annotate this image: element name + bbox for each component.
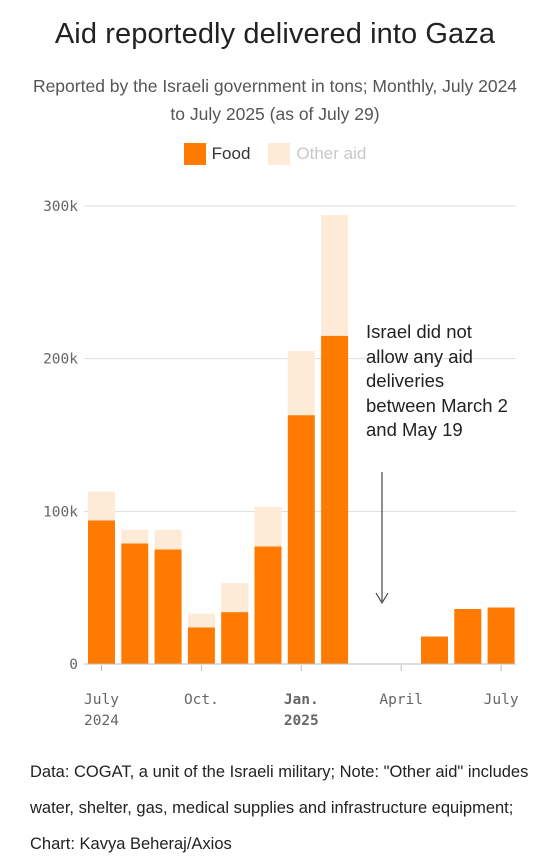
bar-food — [88, 520, 115, 664]
annotation-text: Israel did not allow any aid deliveries … — [366, 321, 508, 440]
chart-title: Aid reportedly delivered into Gaza — [54, 18, 496, 50]
legend-swatch-other — [268, 143, 291, 165]
bar-food — [454, 609, 482, 664]
chart-subtitle: Reported by the Israeli government in to… — [32, 76, 518, 124]
x-tick-label: Jan. — [284, 692, 319, 708]
bar-other-aid — [121, 529, 149, 544]
y-tick-label: 0 — [69, 657, 78, 673]
bar-other-aid — [254, 506, 282, 547]
bar-food — [287, 415, 315, 664]
bar-food — [187, 627, 215, 664]
legend-item-food: Food — [183, 143, 251, 165]
y-tick-label: 200k — [43, 352, 78, 368]
bar-other-aid — [154, 529, 182, 550]
x-tick-label-year: 2025 — [284, 713, 319, 729]
x-tick-label: April — [379, 692, 423, 708]
bar-food — [321, 335, 349, 664]
bar-food — [121, 543, 149, 664]
legend-label-food: Food — [211, 144, 251, 163]
annotation-arrow-head — [375, 592, 389, 605]
legend-label-other: Other aid — [296, 144, 367, 163]
legend-swatch-food — [183, 143, 206, 165]
y-tick-label: 100k — [43, 504, 78, 520]
bar-other-aid — [88, 491, 115, 521]
bar-other-aid — [221, 583, 249, 613]
bar-food — [487, 607, 515, 664]
x-tick-label: July — [84, 692, 119, 708]
bar-food — [154, 549, 182, 664]
bar-food — [421, 636, 448, 664]
x-tick-label: July — [484, 692, 519, 708]
bar-other-aid — [321, 215, 349, 336]
bar-other-aid — [287, 351, 315, 416]
x-tick-label-year: 2024 — [84, 713, 119, 729]
chart-footer: Data: COGAT, a unit of the Israeli milit… — [30, 763, 529, 853]
bar-other-aid — [187, 613, 215, 628]
chart-legend: Food Other aid — [0, 143, 550, 165]
stacked-bar-chart: 0 100k 200k 300k July 2024 Oct. Jan. 2025 April Ju… — [43, 199, 519, 729]
bar-food — [221, 612, 249, 664]
y-tick-label: 300k — [43, 199, 78, 215]
bar-food — [254, 546, 282, 664]
x-tick-label: Oct. — [184, 692, 219, 708]
legend-item-other: Other aid — [268, 143, 366, 165]
